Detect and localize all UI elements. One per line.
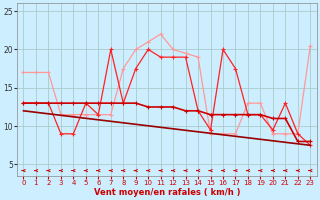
X-axis label: Vent moyen/en rafales ( km/h ): Vent moyen/en rafales ( km/h ) [94, 188, 240, 197]
